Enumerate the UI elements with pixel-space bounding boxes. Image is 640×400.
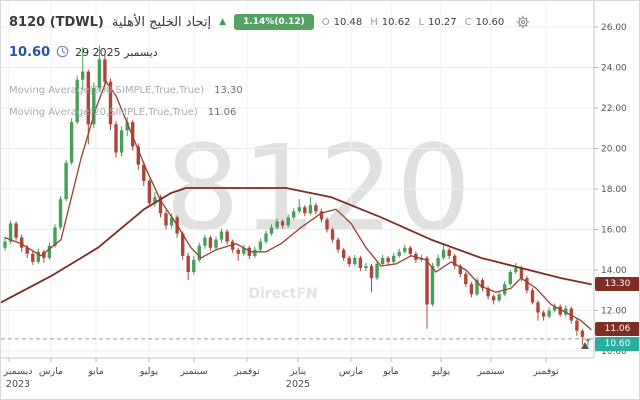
svg-text:سبتمبر: سبتمبر <box>476 366 504 377</box>
svg-text:يناير: يناير <box>289 366 307 377</box>
svg-text:ديسمبر: ديسمبر <box>3 366 33 377</box>
last-price-axis-badge: 10.60 <box>595 337 639 351</box>
svg-text:نوفمبر: نوفمبر <box>233 366 260 377</box>
price-axis[interactable] <box>592 1 639 358</box>
ma200-value: 13.30 <box>214 85 243 96</box>
svg-text:يوليو: يوليو <box>139 366 159 377</box>
open-value: 10.48 <box>333 16 363 28</box>
ma200-axis-badge: 13.30 <box>595 277 639 291</box>
svg-text:20.00: 20.00 <box>601 145 627 155</box>
open-label: O <box>321 16 330 28</box>
svg-text:18.00: 18.00 <box>601 185 627 195</box>
svg-text:مايو: مايو <box>87 366 104 377</box>
ma20-axis-badge: 11.06 <box>595 322 639 336</box>
svg-text:سبتمبر: سبتمبر <box>179 366 207 377</box>
indicator-row-ma20[interactable]: Moving Average(20,SIMPLE,True,True) 11.0… <box>9 107 236 118</box>
low-value: 10.27 <box>428 16 457 28</box>
company-name: إتحاد الخليج الأهلية <box>111 14 212 30</box>
symbol-code[interactable]: 8120 (TDWL) <box>9 14 104 30</box>
svg-text:24.00: 24.00 <box>601 64 627 74</box>
clock-icon <box>56 43 69 62</box>
ma20-label: Moving Average(20,SIMPLE,True,True) <box>9 107 198 118</box>
indicator-row-ma200[interactable]: Moving Average(200,SIMPLE,True,True) 13.… <box>9 85 243 96</box>
symbol-header: 8120 (TDWL) إتحاد الخليج الأهلية ▲ 1.14%… <box>9 14 530 30</box>
svg-text:12.00: 12.00 <box>601 307 627 317</box>
ma200-label: Moving Average(200,SIMPLE,True,True) <box>9 85 205 96</box>
svg-text:مارس: مارس <box>39 366 63 377</box>
svg-text:16.00: 16.00 <box>601 226 627 236</box>
last-trade-row: 10.60 29 ديسمبر 2025 <box>9 43 158 62</box>
low-label: L <box>418 16 425 28</box>
svg-text:2023: 2023 <box>6 379 30 390</box>
last-price-text: 10.60 <box>9 45 51 60</box>
svg-text:22.00: 22.00 <box>601 104 627 114</box>
close-value: 10.60 <box>475 16 505 28</box>
svg-text:مارس: مارس <box>339 366 363 377</box>
ohlc-readout: O 10.48 H 10.62 L 10.27 C 10.60 <box>322 17 509 28</box>
ma20-value: 11.06 <box>207 107 237 118</box>
time-axis[interactable] <box>1 356 594 399</box>
high-value: 10.62 <box>381 16 411 28</box>
close-label: C <box>464 16 472 28</box>
change-badge: 1.14%(0.12) <box>234 14 314 30</box>
settings-gear-icon[interactable] <box>516 15 530 29</box>
svg-text:نوفمبر: نوفمبر <box>532 366 559 377</box>
last-update-date: 29 ديسمبر 2025 <box>75 46 158 59</box>
svg-text:يوليو: يوليو <box>431 366 451 377</box>
svg-text:26.00: 26.00 <box>601 23 627 33</box>
svg-text:2025: 2025 <box>286 379 310 390</box>
high-label: H <box>370 16 378 28</box>
directfn-watermark: DirectFN <box>248 286 318 302</box>
up-triangle-icon: ▲ <box>219 17 227 27</box>
svg-text:10.00: 10.00 <box>601 347 627 357</box>
svg-text:مايو: مايو <box>382 366 399 377</box>
svg-text:14.00: 14.00 <box>601 266 627 276</box>
